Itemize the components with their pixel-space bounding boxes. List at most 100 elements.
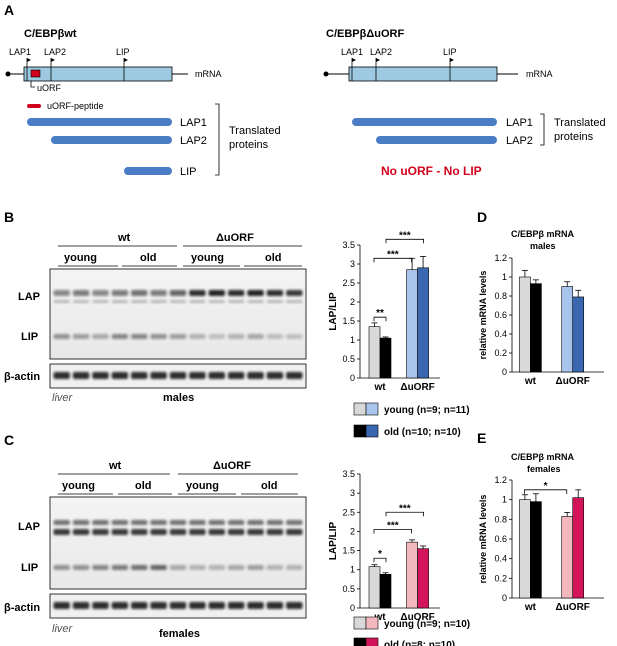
y-axis-label: LAP/LIP (328, 292, 339, 331)
band (53, 520, 70, 525)
y-tick-label: 0.6 (494, 310, 507, 320)
significance-label: ** (376, 308, 384, 319)
panel-d-title-line1: C/EBPβ mRNA (511, 229, 575, 239)
band (169, 565, 187, 570)
band (150, 602, 167, 609)
legend-swatch (353, 424, 367, 438)
band (72, 300, 90, 303)
sex-label: males (163, 392, 194, 404)
panel-a-wt-title: C/EBPβwt (24, 28, 77, 40)
significance-label: *** (387, 249, 399, 260)
band (189, 565, 206, 570)
y-tick-label: 1 (502, 495, 507, 505)
band (247, 565, 264, 570)
band (92, 300, 109, 303)
uorf-label: uORF (37, 83, 62, 93)
panel-d-title-line2: males (530, 241, 556, 251)
band (92, 290, 109, 296)
band (111, 565, 129, 570)
band (131, 334, 148, 339)
significance-label: * (378, 549, 382, 560)
tissue-label: liver (52, 623, 74, 635)
marker-label-lap2: LAP2 (370, 47, 392, 57)
band (72, 565, 90, 570)
band (286, 602, 303, 609)
band (111, 372, 129, 379)
y-tick-label: 0.5 (342, 354, 355, 364)
bracket-duorf (540, 113, 545, 146)
mrna-diagram-duorf (323, 58, 518, 82)
band (208, 334, 225, 339)
y-tick-label: 1.5 (342, 546, 355, 556)
bar (530, 283, 542, 373)
band (72, 602, 90, 609)
band (189, 334, 206, 339)
band (53, 372, 70, 379)
y-tick-label: 3.5 (342, 469, 355, 479)
band (266, 529, 284, 535)
marker-label-lap1: LAP1 (9, 47, 31, 57)
x-category-label: ΔuORF (400, 382, 434, 393)
band (208, 602, 225, 609)
mrna-label-wt: mRNA (195, 69, 222, 79)
bar (519, 499, 531, 599)
y-tick-label: 2 (350, 526, 355, 536)
band (266, 372, 284, 379)
significance-label: *** (399, 230, 411, 241)
mrna-box-wt (23, 66, 173, 82)
subgroup-label-young: young (191, 252, 224, 264)
protein-bar-lap1 (27, 118, 172, 126)
band (53, 565, 70, 570)
band (208, 520, 225, 525)
band (150, 520, 167, 525)
band (131, 290, 148, 296)
legend-swatch (353, 616, 367, 630)
marker-label-lap2: LAP2 (44, 47, 66, 57)
row-label-lip: LIP (21, 562, 38, 574)
band (266, 334, 284, 339)
band (189, 602, 206, 609)
blot-b-actin-bands (53, 372, 303, 379)
bar (406, 269, 418, 379)
cap-icon (5, 71, 11, 77)
subgroup-label-old: old (265, 252, 282, 264)
subgroup-label-old: old (140, 252, 157, 264)
band (92, 529, 109, 535)
subgroup-label-old: old (261, 480, 278, 492)
band (247, 372, 264, 379)
y-tick-label: 2.5 (342, 507, 355, 517)
band (150, 334, 167, 339)
protein-label-lap1: LAP1 (180, 117, 207, 129)
y-tick-label: 0.6 (494, 534, 507, 544)
y-tick-label: 1.2 (494, 253, 507, 263)
x-category-label: ΔuORF (400, 612, 434, 623)
y-tick-label: 1.2 (494, 475, 507, 485)
significance-bracket (373, 557, 387, 563)
mrna-diagram-wt (5, 58, 188, 88)
significance-bracket (524, 489, 568, 494)
band (150, 565, 167, 570)
y-tick-label: 0.4 (494, 554, 507, 564)
marker-label-lip: LIP (443, 47, 457, 57)
y-axis-label: relative mRNA levels (478, 271, 488, 360)
band (189, 300, 206, 303)
subgroup-label-old: old (135, 480, 152, 492)
bar (572, 296, 585, 373)
y-axis-label: relative mRNA levels (478, 495, 488, 584)
band (131, 372, 148, 379)
band (247, 334, 264, 339)
band (208, 565, 225, 570)
group-label-wt: wt (117, 232, 131, 244)
bar (368, 326, 381, 379)
marker-label-lip: LIP (116, 47, 130, 57)
sex-label: females (159, 628, 200, 640)
significance-bracket (373, 316, 387, 322)
no-uorf-note: No uORF - No LIP (381, 164, 482, 178)
band (111, 334, 129, 339)
y-tick-label: 3.5 (342, 240, 355, 250)
significance-bracket (373, 529, 412, 534)
legend-label: young (n=9; n=11) (384, 405, 470, 416)
significance-bracket (385, 238, 424, 244)
